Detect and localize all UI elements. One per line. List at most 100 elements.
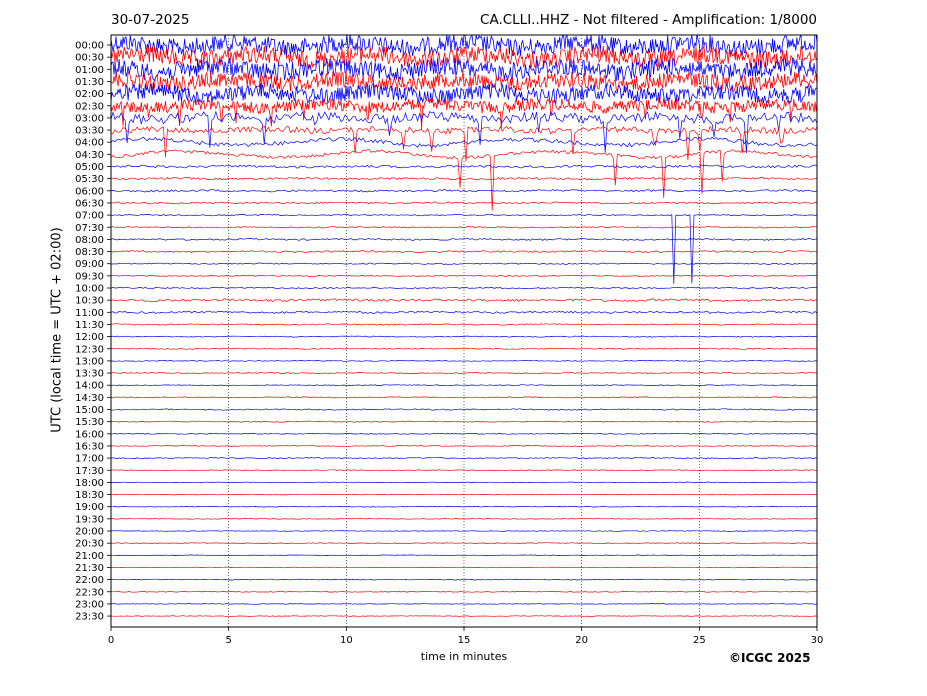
x-tick-label: 30 <box>811 635 824 646</box>
trace-row-2330 <box>111 615 817 617</box>
y-tick-label: 13:00 <box>75 356 104 367</box>
y-tick-label: 06:30 <box>75 198 104 209</box>
x-tick-label: 0 <box>108 635 114 646</box>
trace-row-1030 <box>111 298 817 303</box>
y-tick-label: 08:30 <box>75 247 104 258</box>
plot-frame <box>110 34 818 628</box>
y-tick-label: 08:00 <box>75 235 104 246</box>
trace-row-1300 <box>111 360 817 362</box>
y-tick-label: 12:30 <box>75 344 104 355</box>
y-tick-label: 20:00 <box>75 527 104 538</box>
y-tick-label: 18:00 <box>75 478 104 489</box>
y-tick-label: 02:00 <box>75 89 104 100</box>
y-tick-label: 11:30 <box>75 320 104 331</box>
y-tick-label: 05:00 <box>75 162 104 173</box>
trace-row-1830 <box>111 493 817 496</box>
trace-row-1430 <box>111 396 817 399</box>
trace-row-0000 <box>111 35 817 57</box>
trace-row-0330 <box>111 125 817 162</box>
trace-row-1800 <box>111 481 817 484</box>
trace-row-2030 <box>111 542 817 545</box>
trace-row-0100 <box>111 57 817 82</box>
plot-date: 30-07-2025 <box>111 12 190 28</box>
y-tick-label: 10:00 <box>75 284 104 295</box>
copyright-label: ©ICGC 2025 <box>729 651 811 665</box>
plot-title: CA.CLLI..HHZ - Not filtered - Amplificat… <box>480 12 817 28</box>
trace-row-0300 <box>111 110 817 154</box>
trace-row-0630 <box>111 201 817 205</box>
trace-row-2100 <box>111 554 817 557</box>
x-tick-label: 5 <box>225 635 231 646</box>
y-tick-label: 01:30 <box>75 77 104 88</box>
y-tick-label: 12:00 <box>75 332 104 343</box>
trace-row-1930 <box>111 518 817 520</box>
x-axis-label: time in minutes <box>420 650 508 663</box>
trace-row-2300 <box>111 603 817 605</box>
y-tick-label: 21:00 <box>75 551 104 562</box>
trace-row-1630 <box>111 445 817 447</box>
y-tick-label: 22:30 <box>75 587 104 598</box>
y-tick-label: 13:30 <box>75 369 104 380</box>
y-tick-label: 01:00 <box>75 65 104 76</box>
y-tick-label: 03:00 <box>75 113 104 124</box>
y-tick-label: 18:30 <box>75 490 104 501</box>
trace-row-1200 <box>111 335 817 338</box>
trace-row-1230 <box>111 347 817 350</box>
trace-row-0900 <box>111 262 817 265</box>
y-tick-label: 21:30 <box>75 563 104 574</box>
trace-row-0800 <box>111 237 817 241</box>
trace-row-0200 <box>111 82 817 106</box>
trace-row-1500 <box>111 408 817 411</box>
trace-row-1100 <box>111 310 817 314</box>
y-tick-label: 02:30 <box>75 101 104 112</box>
y-tick-label: 03:30 <box>75 126 104 137</box>
y-tick-label: 15:30 <box>75 417 104 428</box>
y-tick-label: 14:30 <box>75 393 104 404</box>
y-tick-label: 19:00 <box>75 502 104 513</box>
y-tick-label: 10:30 <box>75 296 104 307</box>
trace-row-0130 <box>111 71 817 93</box>
y-tick-label: 04:30 <box>75 150 104 161</box>
trace-row-0730 <box>111 226 817 229</box>
y-tick-label: 23:30 <box>75 612 104 623</box>
y-tick-label: 11:00 <box>75 308 104 319</box>
y-tick-label: 14:00 <box>75 381 104 392</box>
trace-row-0530 <box>111 176 817 181</box>
traces-group <box>111 35 817 617</box>
trace-row-1130 <box>111 323 817 326</box>
trace-row-1000 <box>111 286 817 290</box>
y-tick-label: 20:30 <box>75 539 104 550</box>
x-tick-label: 25 <box>693 635 706 646</box>
trace-row-1400 <box>111 384 817 387</box>
y-tick-label: 09:30 <box>75 271 104 282</box>
trace-row-0430 <box>111 149 817 211</box>
x-tick-label: 20 <box>575 635 588 646</box>
trace-row-0230 <box>111 96 817 130</box>
trace-row-0500 <box>111 164 817 169</box>
y-tick-label: 16:00 <box>75 429 104 440</box>
trace-row-0930 <box>111 274 817 277</box>
trace-row-0030 <box>111 44 817 69</box>
trace-row-1730 <box>111 469 817 472</box>
trace-row-0400 <box>111 136 817 148</box>
trace-row-0830 <box>111 250 817 253</box>
y-tick-label: 04:00 <box>75 138 104 149</box>
trace-row-2230 <box>111 590 817 593</box>
y-tick-label: 17:30 <box>75 466 104 477</box>
y-tick-label: 00:30 <box>75 53 104 64</box>
y-tick-label: 15:00 <box>75 405 104 416</box>
y-tick-label: 23:00 <box>75 599 104 610</box>
x-tick-label: 10 <box>340 635 353 646</box>
trace-row-0600 <box>111 189 817 193</box>
y-tick-label: 06:00 <box>75 186 104 197</box>
y-tick-label: 07:30 <box>75 223 104 234</box>
trace-row-1600 <box>111 432 817 435</box>
y-tick-label: 00:00 <box>75 41 104 52</box>
trace-row-2130 <box>111 566 817 569</box>
y-tick-label: 16:30 <box>75 441 104 452</box>
trace-row-2200 <box>111 578 817 581</box>
trace-row-1530 <box>111 420 817 423</box>
y-tick-label: 22:00 <box>75 575 104 586</box>
trace-row-1700 <box>111 457 817 460</box>
